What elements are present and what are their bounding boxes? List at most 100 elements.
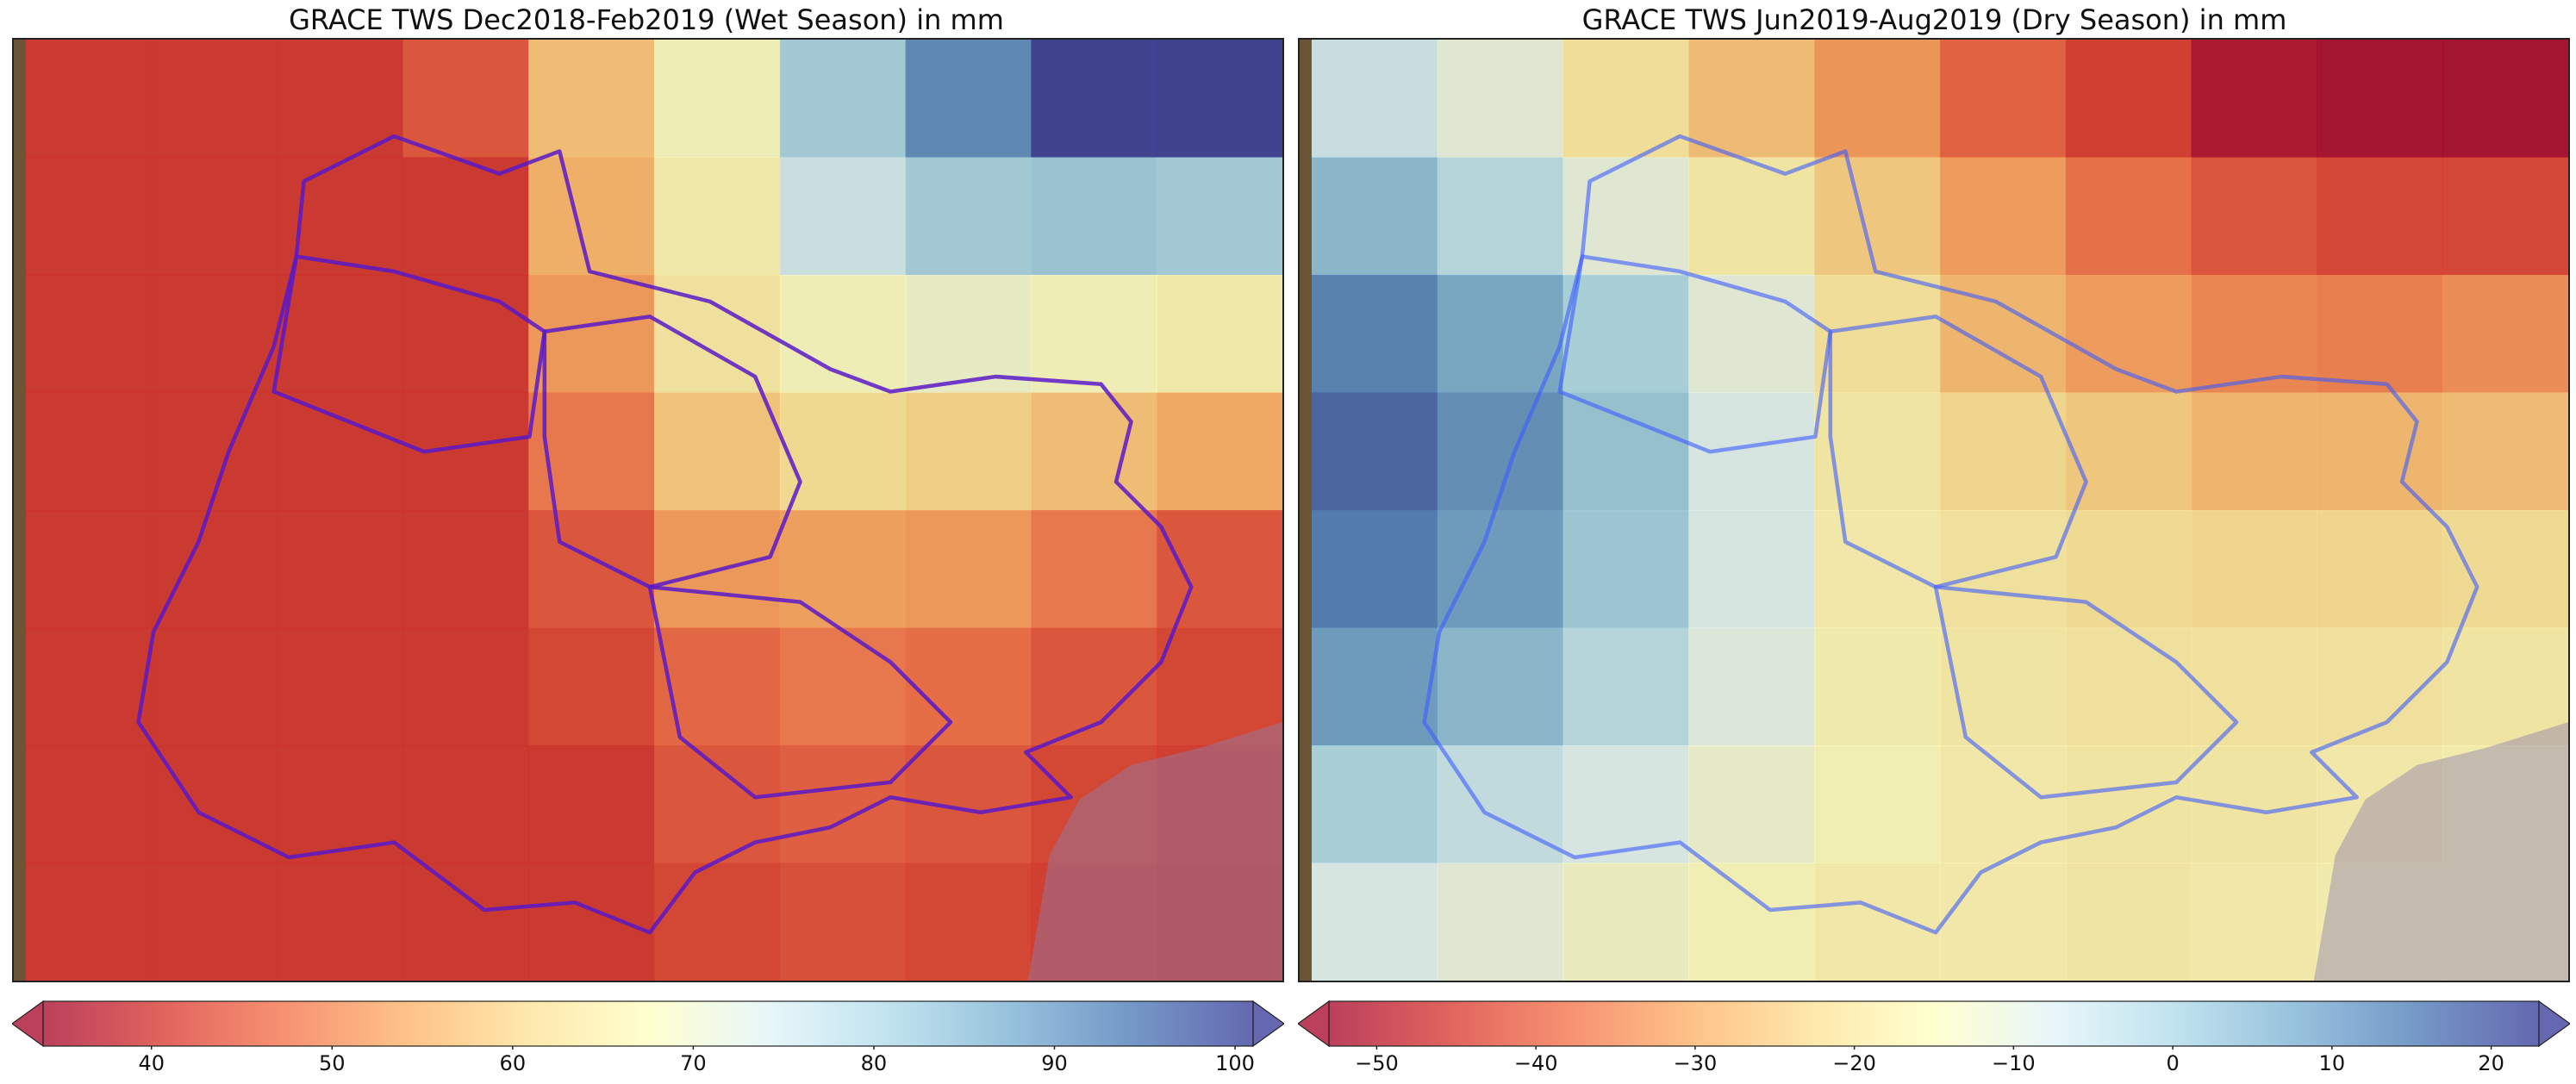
wet-season-colorbar xyxy=(12,998,1284,1050)
grid-cell xyxy=(2442,510,2568,629)
grid-cell xyxy=(1814,627,1941,746)
colorbar-tick-label: −40 xyxy=(1513,1051,1558,1075)
grid-cell xyxy=(402,745,529,864)
grid-cell xyxy=(1688,392,1815,511)
grid-cell xyxy=(1814,275,1941,394)
grid-cell xyxy=(779,157,907,276)
grid-cell xyxy=(1688,157,1815,276)
grid-cell xyxy=(1939,863,2067,981)
grid-cell xyxy=(1157,275,1282,394)
grid-cell xyxy=(2065,392,2192,511)
colorbar-extend-min xyxy=(12,1000,44,1048)
dry-season-colorbar xyxy=(1298,998,2570,1050)
grid-cell xyxy=(528,40,655,159)
grid-cell xyxy=(1311,275,1438,394)
colorbar-extend-min xyxy=(1298,1000,1330,1048)
grid-cell xyxy=(2191,627,2317,746)
grid-cell xyxy=(1031,157,1157,276)
grid-cell xyxy=(528,510,655,629)
grid-cell xyxy=(1562,863,1689,981)
grid-cell xyxy=(1814,863,1941,981)
wet-season-colorbar-svg xyxy=(12,1000,1284,1050)
grid-cell xyxy=(1688,275,1815,394)
grid-cell xyxy=(151,40,278,159)
colorbar-tick-label: −20 xyxy=(1832,1051,1876,1075)
grid-cell xyxy=(402,627,529,746)
grid-cell xyxy=(2065,510,2192,629)
grid-cell xyxy=(277,157,403,276)
dry-season-map xyxy=(1298,38,2570,982)
grid-cell xyxy=(1437,863,1564,981)
grid-cell xyxy=(1437,275,1564,394)
grid-cell xyxy=(1939,392,2067,511)
grid-cell xyxy=(2442,275,2568,394)
grid-cell xyxy=(1311,40,1438,159)
grid-cell xyxy=(1437,40,1564,159)
grid-cell xyxy=(1814,510,1941,629)
grid-cell xyxy=(151,275,278,394)
grid-cell xyxy=(1311,392,1438,511)
grid-cell xyxy=(1939,627,2067,746)
grid-cell xyxy=(2317,627,2443,746)
grid-cell xyxy=(905,745,1032,864)
grid-cell xyxy=(779,510,907,629)
grid-cell xyxy=(1562,157,1689,276)
colorbar-tick-label: 0 xyxy=(2166,1051,2180,1075)
grid-cell xyxy=(1688,510,1815,629)
grid-cell xyxy=(1437,510,1564,629)
grid-cell xyxy=(402,40,529,159)
grid-cell xyxy=(1939,275,2067,394)
grid-cell xyxy=(277,392,403,511)
grid-cell xyxy=(1437,157,1564,276)
grid-cell xyxy=(779,745,907,864)
grid-cell xyxy=(1031,627,1157,746)
dry-season-colorbar-svg xyxy=(1298,1000,2570,1050)
wet-season-map xyxy=(12,38,1284,982)
grid-cell xyxy=(1814,745,1941,864)
grid-cell xyxy=(653,392,781,511)
grid-cell xyxy=(905,863,1032,981)
grid-cell xyxy=(1814,40,1941,159)
grid-cell xyxy=(1688,745,1815,864)
wet-season-grid xyxy=(14,40,1282,981)
grid-cell xyxy=(1814,157,1941,276)
grid-cell xyxy=(1437,627,1564,746)
grid-cell xyxy=(653,863,781,981)
colorbar-tick-label: 20 xyxy=(2478,1051,2504,1075)
grid-cell xyxy=(1814,392,1941,511)
grid-cell xyxy=(1437,745,1564,864)
grid-cell xyxy=(2065,745,2192,864)
grid-cell xyxy=(2442,392,2568,511)
grid-cell xyxy=(151,157,278,276)
grid-cell xyxy=(1562,745,1689,864)
grid-cell xyxy=(25,392,153,511)
grid-cell xyxy=(653,275,781,394)
grid-cell xyxy=(277,275,403,394)
colorbar-tick-label: 90 xyxy=(1041,1051,1068,1075)
grid-cell xyxy=(1031,275,1157,394)
grid-cell xyxy=(905,275,1032,394)
grid-cell xyxy=(25,40,153,159)
grid-cell xyxy=(25,745,153,864)
grid-cell xyxy=(402,275,529,394)
grid-cell xyxy=(25,275,153,394)
grid-cell xyxy=(528,863,655,981)
grid-cell xyxy=(151,627,278,746)
grid-cell xyxy=(1562,275,1689,394)
grid-cell xyxy=(2065,157,2192,276)
grid-cell xyxy=(2191,863,2317,981)
grid-cell xyxy=(528,627,655,746)
grid-cell xyxy=(2065,275,2192,394)
colorbar-tick-label: 10 xyxy=(2318,1051,2346,1075)
grid-cell xyxy=(2317,40,2443,159)
grid-cell xyxy=(1031,510,1157,629)
grid-cell xyxy=(653,157,781,276)
grid-cell xyxy=(905,40,1032,159)
grid-cell xyxy=(25,627,153,746)
grid-cell xyxy=(1562,627,1689,746)
grid-cell xyxy=(653,510,781,629)
grid-cell xyxy=(905,627,1032,746)
grid-cell xyxy=(1939,745,2067,864)
map-left-edge xyxy=(14,40,26,981)
grid-cell xyxy=(1437,392,1564,511)
